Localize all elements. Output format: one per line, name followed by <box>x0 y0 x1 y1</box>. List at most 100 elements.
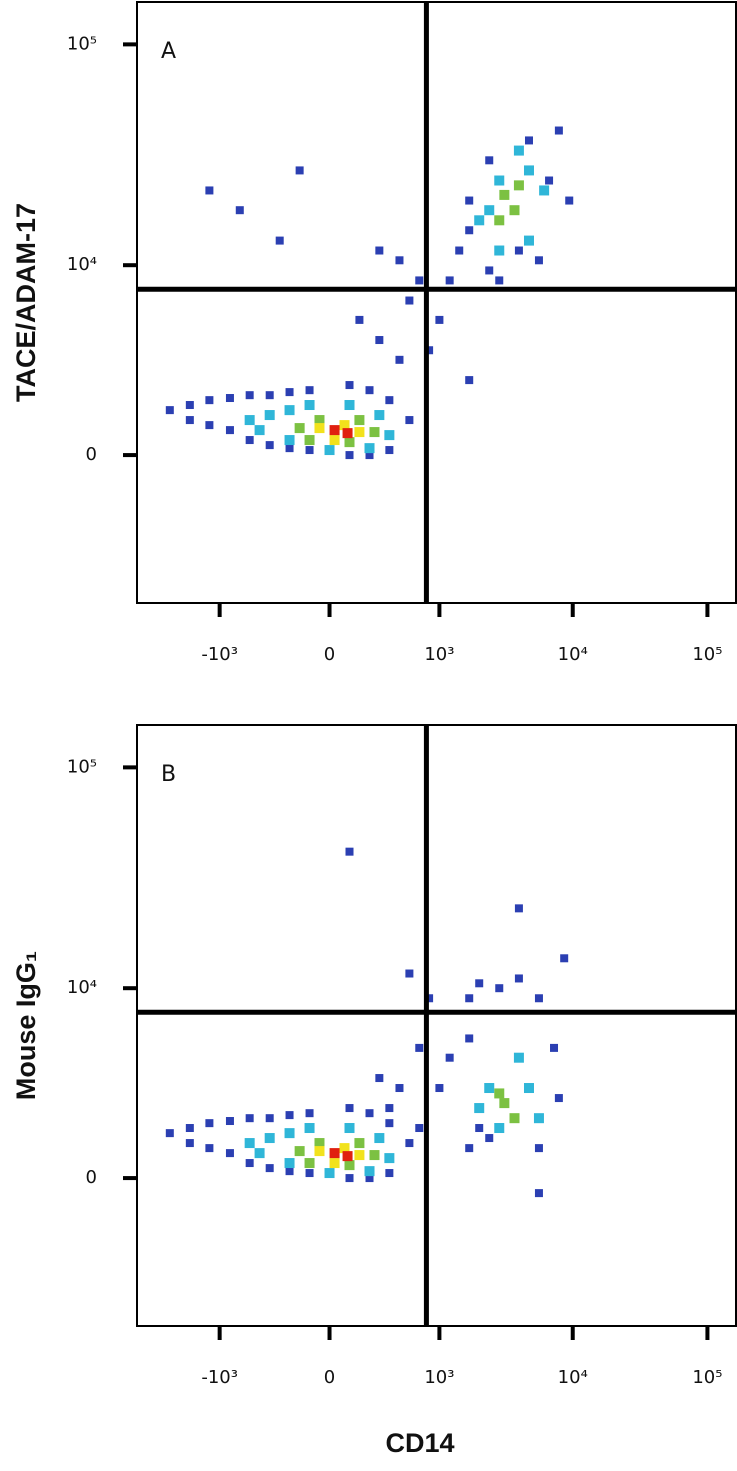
density-point <box>185 416 194 425</box>
density-point <box>329 435 340 446</box>
density-point <box>314 423 325 434</box>
density-point <box>264 410 275 421</box>
density-point <box>415 276 424 285</box>
density-point <box>314 1138 325 1149</box>
density-point <box>465 196 474 205</box>
density-point <box>185 1139 194 1148</box>
density-point <box>465 376 474 385</box>
density-point <box>455 246 464 255</box>
density-point <box>265 391 274 400</box>
density-point <box>305 1169 314 1178</box>
density-point <box>475 979 484 988</box>
x-tick-label: 10⁴ <box>558 1367 588 1388</box>
density-point <box>494 215 505 226</box>
density-point <box>354 415 365 426</box>
density-point <box>205 421 214 430</box>
density-point <box>494 175 505 186</box>
y-tick-label: 0 <box>86 1167 97 1188</box>
density-point <box>435 1084 444 1093</box>
density-point <box>345 451 354 460</box>
y-tick-label: 10⁴ <box>67 977 97 998</box>
y-tick-label: 10⁴ <box>67 254 97 275</box>
density-point <box>385 446 394 455</box>
density-point <box>385 1104 394 1113</box>
density-point <box>425 994 434 1003</box>
density-point <box>465 1034 474 1043</box>
density-point <box>369 427 380 438</box>
density-point <box>254 425 265 436</box>
density-point <box>415 1124 424 1133</box>
density-point <box>205 186 214 195</box>
density-point <box>524 136 533 145</box>
density-point <box>339 1143 350 1154</box>
density-point <box>265 1164 274 1173</box>
x-tick-label: -10³ <box>201 1367 238 1388</box>
density-point <box>345 381 354 390</box>
density-point <box>225 1149 234 1158</box>
density-point <box>405 416 414 425</box>
density-point <box>474 1103 485 1114</box>
density-point <box>344 1123 355 1134</box>
density-point <box>365 1109 374 1118</box>
density-point <box>165 1129 174 1138</box>
x-tick-label: -10³ <box>201 644 238 665</box>
density-point <box>285 388 294 397</box>
density-point <box>485 266 494 275</box>
y-tick-label: 10⁵ <box>67 756 97 777</box>
density-point <box>244 1138 255 1149</box>
density-point <box>494 1123 505 1134</box>
density-point <box>344 437 355 448</box>
density-point <box>284 1158 295 1169</box>
density-point <box>550 1043 559 1052</box>
y-tick-label: 0 <box>86 444 97 465</box>
density-point <box>485 1134 494 1143</box>
density-point <box>225 426 234 435</box>
density-point <box>235 206 244 215</box>
density-point <box>344 1160 355 1171</box>
density-point <box>534 1144 543 1153</box>
density-point <box>495 984 504 993</box>
density-point <box>304 1158 315 1169</box>
x-tick-label: 0 <box>324 644 335 665</box>
density-point <box>374 410 385 421</box>
density-point <box>364 443 375 454</box>
density-point <box>465 226 474 235</box>
density-point <box>545 176 554 185</box>
density-point <box>405 969 414 978</box>
density-point <box>304 400 315 411</box>
density-point <box>339 420 350 431</box>
x-axis-title: CD14 <box>385 1428 454 1458</box>
density-point <box>304 1123 315 1134</box>
density-point <box>304 435 315 446</box>
density-point <box>185 1124 194 1133</box>
density-point <box>405 296 414 305</box>
density-point <box>245 1114 254 1123</box>
density-point <box>514 974 523 983</box>
density-point <box>244 415 255 426</box>
density-point <box>484 1083 495 1094</box>
density-point <box>285 444 294 453</box>
density-point <box>329 425 340 436</box>
density-point <box>509 1113 520 1124</box>
density-point <box>375 246 384 255</box>
density-point <box>513 145 524 156</box>
density-point <box>225 1117 234 1126</box>
density-point <box>374 1133 385 1144</box>
density-point <box>405 1139 414 1148</box>
density-point <box>523 235 534 246</box>
density-point <box>185 401 194 410</box>
density-point <box>514 904 523 913</box>
density-point <box>554 1094 563 1103</box>
density-point <box>513 180 524 191</box>
density-point <box>354 1150 365 1161</box>
density-point <box>285 1111 294 1120</box>
density-point <box>254 1148 265 1159</box>
density-point <box>329 1148 340 1159</box>
density-point <box>465 994 474 1003</box>
density-point <box>305 1109 314 1118</box>
density-point <box>495 276 504 285</box>
density-point <box>265 441 274 450</box>
density-point <box>554 126 563 135</box>
density-point <box>435 315 444 324</box>
density-point <box>445 1053 454 1062</box>
